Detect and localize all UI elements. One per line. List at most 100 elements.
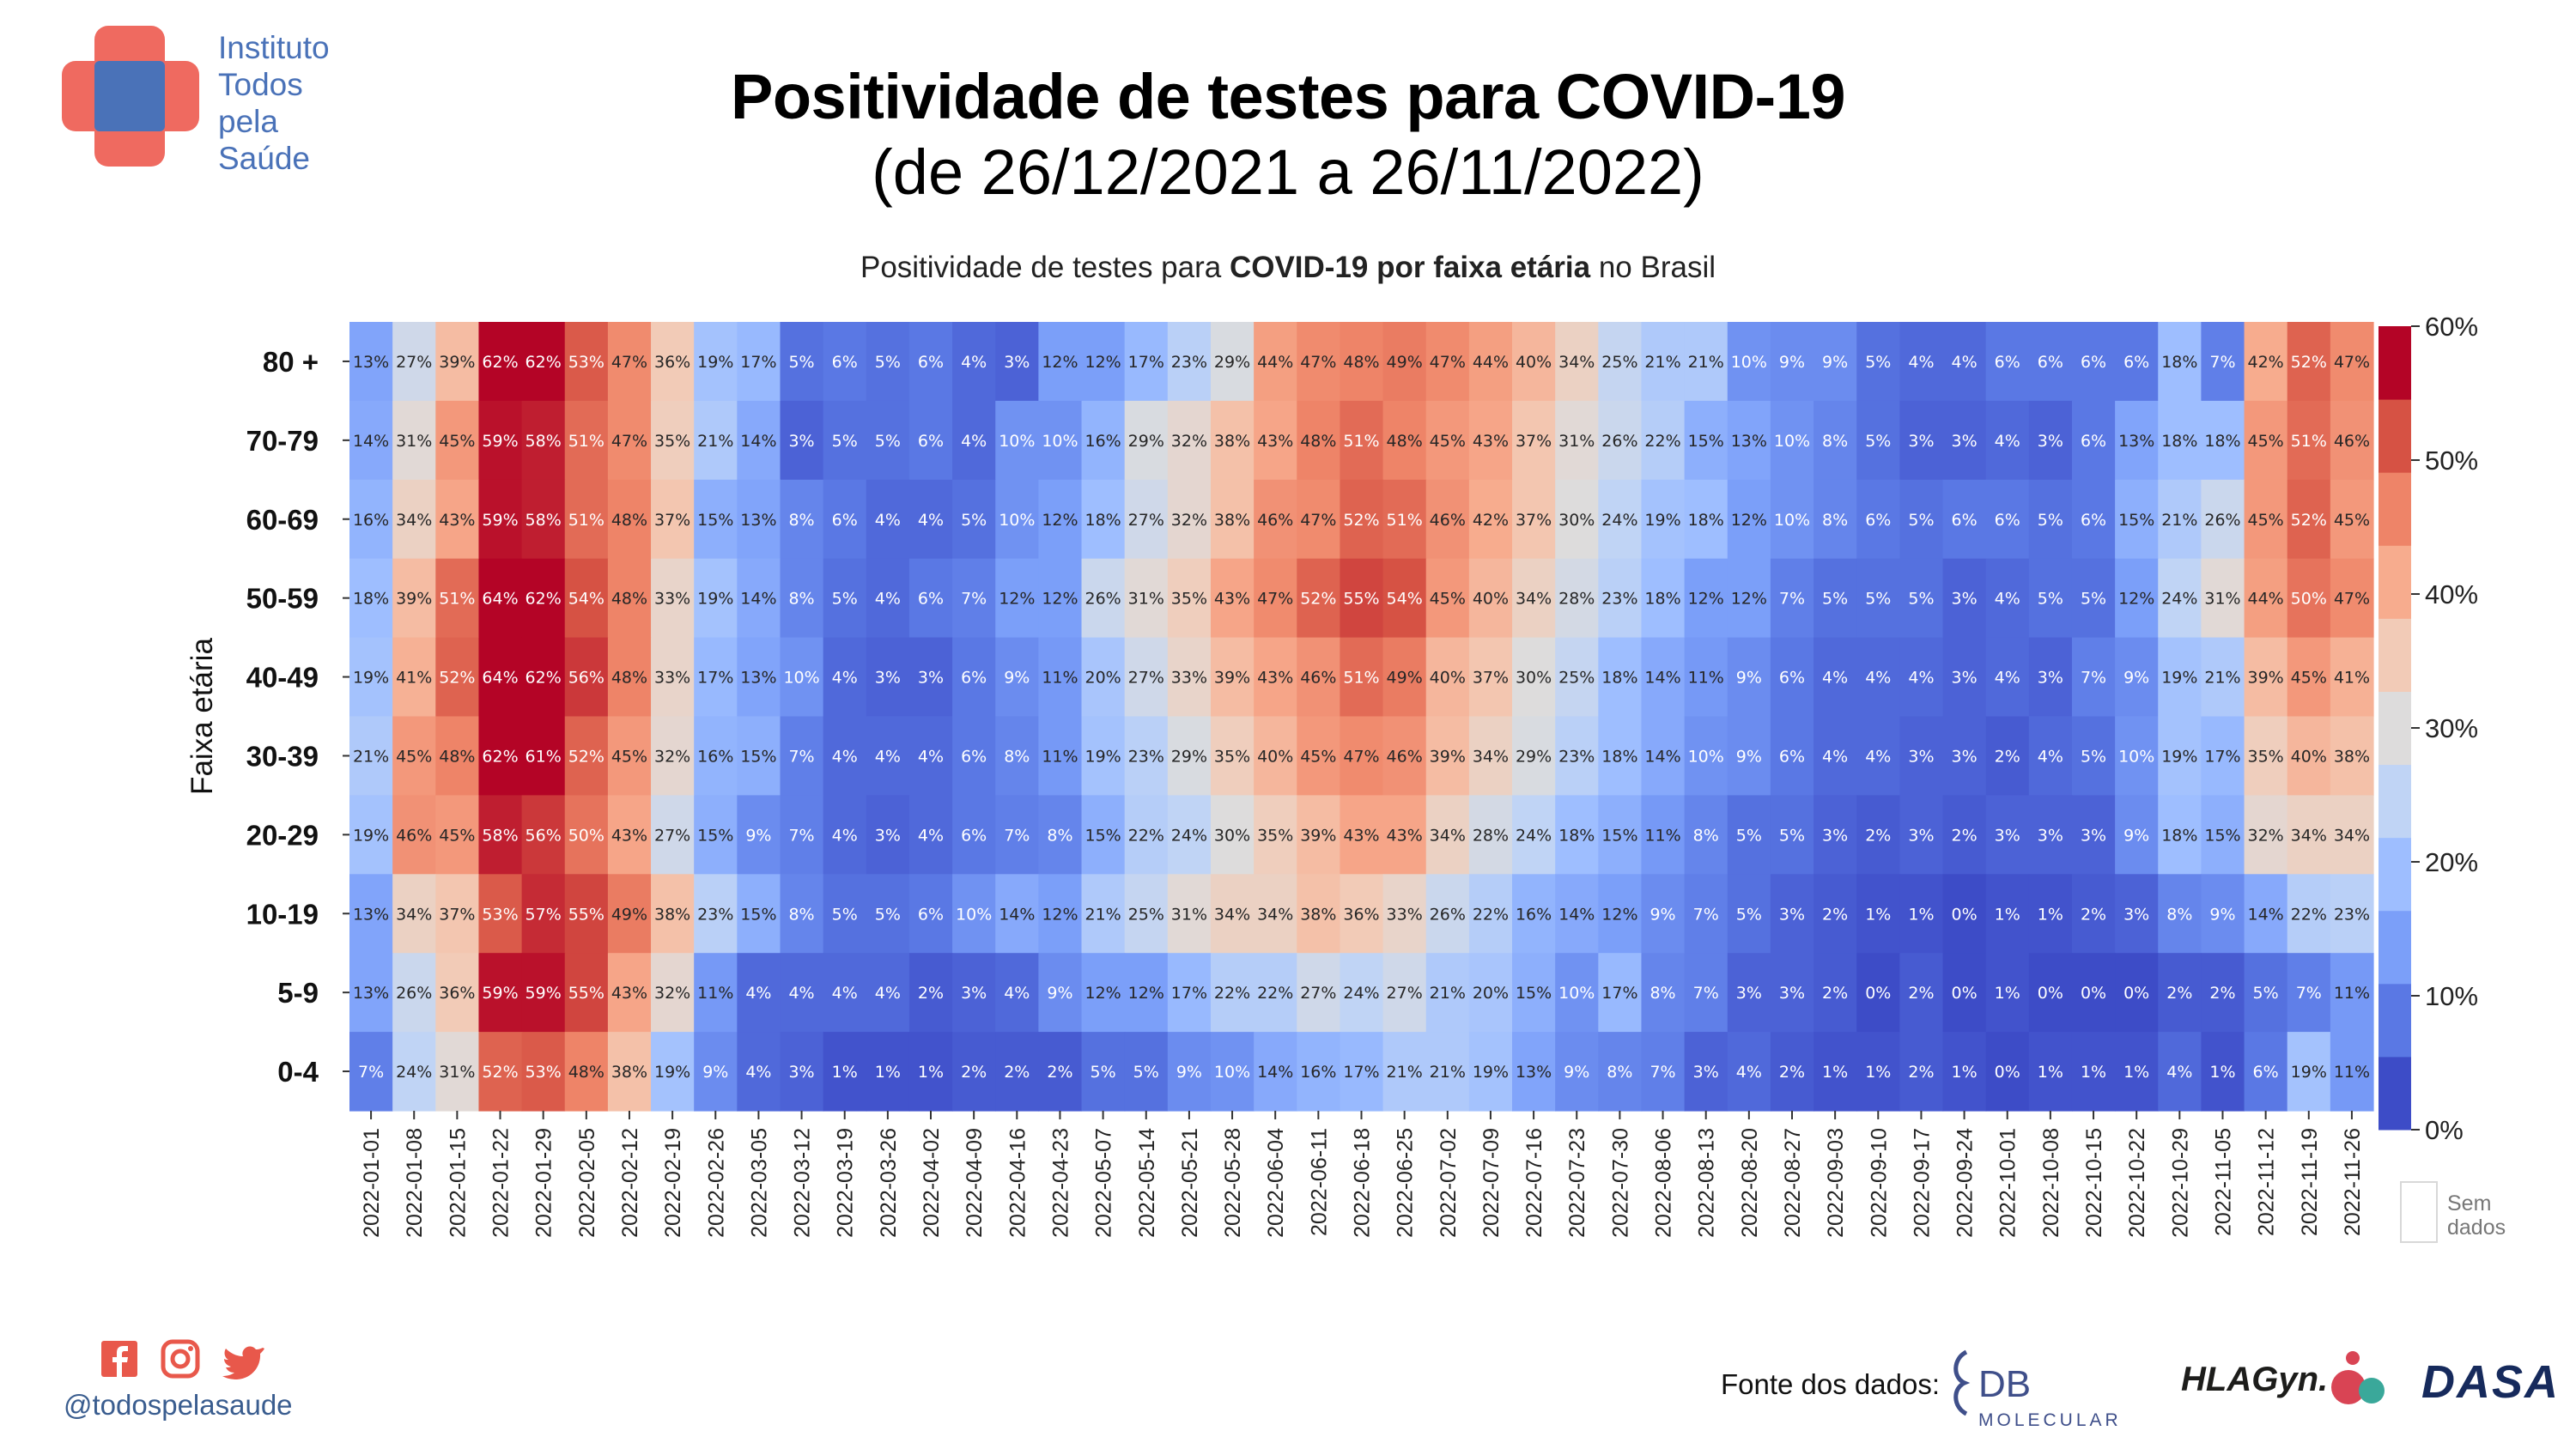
cell-value-label: 2%	[1779, 1063, 1805, 1082]
heatmap-cell	[1598, 637, 1643, 718]
cell-value-label: 4%	[832, 984, 858, 1003]
cell-value-label: 1%	[2123, 1063, 2149, 1082]
cell-value-label: 4%	[1865, 747, 1891, 766]
cell-value-label: 46%	[396, 826, 432, 845]
x-tick-label: 2022-10-08	[2039, 1128, 2063, 1238]
heatmap-cell	[2115, 716, 2159, 796]
heatmap-cell	[1512, 874, 1556, 954]
cell-value-label: 19%	[697, 590, 733, 609]
cell-value-label: 1%	[1995, 984, 2020, 1003]
cell-value-label: 37%	[654, 511, 690, 530]
cell-value-label: 18%	[1084, 511, 1121, 530]
heatmap-cell	[823, 637, 867, 718]
heatmap-cell	[694, 795, 738, 875]
heatmap-cell	[1727, 558, 1771, 639]
cell-value-label: 15%	[2204, 826, 2240, 845]
facebook-icon[interactable]	[101, 1341, 137, 1377]
cell-value-label: 4%	[1822, 669, 1848, 688]
heatmap-cell	[1899, 874, 1944, 954]
cell-value-label: 51%	[568, 432, 605, 451]
heatmap-cell	[1856, 874, 1900, 954]
heatmap-cell	[2244, 1032, 2288, 1112]
cell-value-label: 62%	[526, 590, 562, 609]
cell-value-label: 21%	[2204, 669, 2240, 688]
y-tick-label: 80 +	[263, 346, 319, 378]
cell-value-label: 45%	[1430, 590, 1466, 609]
cell-value-label: 1%	[875, 1063, 901, 1082]
x-tick-label: 2022-09-24	[1953, 1128, 1978, 1238]
instagram-icon[interactable]	[161, 1339, 200, 1379]
heatmap-cell	[1641, 716, 1686, 796]
cell-value-label: 2%	[1952, 826, 1978, 845]
heatmap-cell	[1297, 953, 1341, 1033]
cell-value-label: 36%	[439, 984, 475, 1003]
cell-value-label: 11%	[1042, 669, 1078, 688]
heatmap-cell	[2287, 479, 2331, 560]
cell-value-label: 7%	[961, 590, 987, 609]
logo-line-3: pela	[218, 104, 278, 139]
heatmap-cell	[651, 479, 695, 560]
cell-value-label: 18%	[2161, 432, 2197, 451]
heatmap-cell	[478, 637, 523, 718]
social-handle[interactable]: @todospelasaude	[64, 1389, 293, 1421]
cell-value-label: 38%	[1300, 905, 1336, 924]
cell-value-label: 51%	[2291, 432, 2327, 451]
heatmap-cell	[2071, 874, 2116, 954]
colorbar-segment	[2379, 837, 2411, 912]
cell-value-label: 1%	[2038, 1063, 2063, 1082]
x-tick-label: 2022-03-19	[834, 1128, 858, 1238]
heatmap-cell	[2201, 795, 2245, 875]
cell-value-label: 6%	[1952, 511, 1978, 530]
heatmap-cell	[349, 637, 393, 718]
cell-value-label: 23%	[1558, 747, 1595, 766]
x-tick-label: 2022-08-20	[1738, 1128, 1762, 1238]
heatmap-cell	[1425, 322, 1470, 402]
heatmap-cell	[2071, 558, 2116, 639]
heatmap-cell	[1382, 400, 1427, 481]
heatmap-cell	[1641, 953, 1686, 1033]
cell-value-label: 32%	[1171, 432, 1207, 451]
heatmap-cell	[1856, 322, 1900, 402]
hla-logo-mark-red	[2331, 1370, 2366, 1404]
heatmap-cell	[1899, 637, 1944, 718]
cell-value-label: 59%	[482, 984, 518, 1003]
cell-value-label: 0%	[1952, 984, 1978, 1003]
heatmap-cell	[1684, 874, 1728, 954]
heatmap-cell	[1297, 716, 1341, 796]
colorbar-segment	[2379, 472, 2411, 546]
cell-value-label: 52%	[482, 1063, 518, 1082]
heatmap-cell	[1167, 874, 1212, 954]
cell-value-label: 4%	[832, 747, 858, 766]
cell-value-label: 43%	[439, 511, 475, 530]
heatmap-cell	[780, 558, 824, 639]
page-subtitle: (de 26/12/2021 a 26/11/2022)	[872, 136, 1704, 208]
cell-value-label: 3%	[961, 984, 987, 1003]
heatmap-cell	[1124, 400, 1169, 481]
x-tick-label: 2022-01-08	[403, 1128, 427, 1238]
heatmap-cell	[435, 322, 480, 402]
heatmap-cell	[1124, 716, 1169, 796]
cell-value-label: 21%	[1387, 1063, 1423, 1082]
cell-value-label: 43%	[611, 826, 647, 845]
heatmap-cell	[1081, 558, 1126, 639]
heatmap-cell	[1512, 479, 1556, 560]
heatmap-cell	[1856, 716, 1900, 796]
db-logo-text: DB	[1978, 1363, 2031, 1405]
heatmap-cell	[1942, 953, 1987, 1033]
twitter-icon[interactable]	[222, 1346, 264, 1379]
cell-value-label: 39%	[1430, 747, 1466, 766]
heatmap-cell	[1555, 795, 1599, 875]
cell-value-label: 64%	[482, 590, 518, 609]
heatmap-cell	[2330, 479, 2374, 560]
x-tick-label: 2022-04-23	[1048, 1128, 1072, 1238]
missing-data-label: dados	[2447, 1216, 2506, 1240]
x-tick-label: 2022-02-19	[661, 1128, 685, 1238]
cell-value-label: 51%	[439, 590, 475, 609]
heatmap-cell	[1468, 637, 1513, 718]
heatmap-cell	[521, 637, 566, 718]
cell-value-label: 39%	[1214, 669, 1250, 688]
x-tick-label: 2022-02-05	[575, 1128, 599, 1238]
heatmap-cell	[1641, 479, 1686, 560]
cell-value-label: 5%	[1865, 590, 1891, 609]
cell-value-label: 6%	[918, 432, 944, 451]
